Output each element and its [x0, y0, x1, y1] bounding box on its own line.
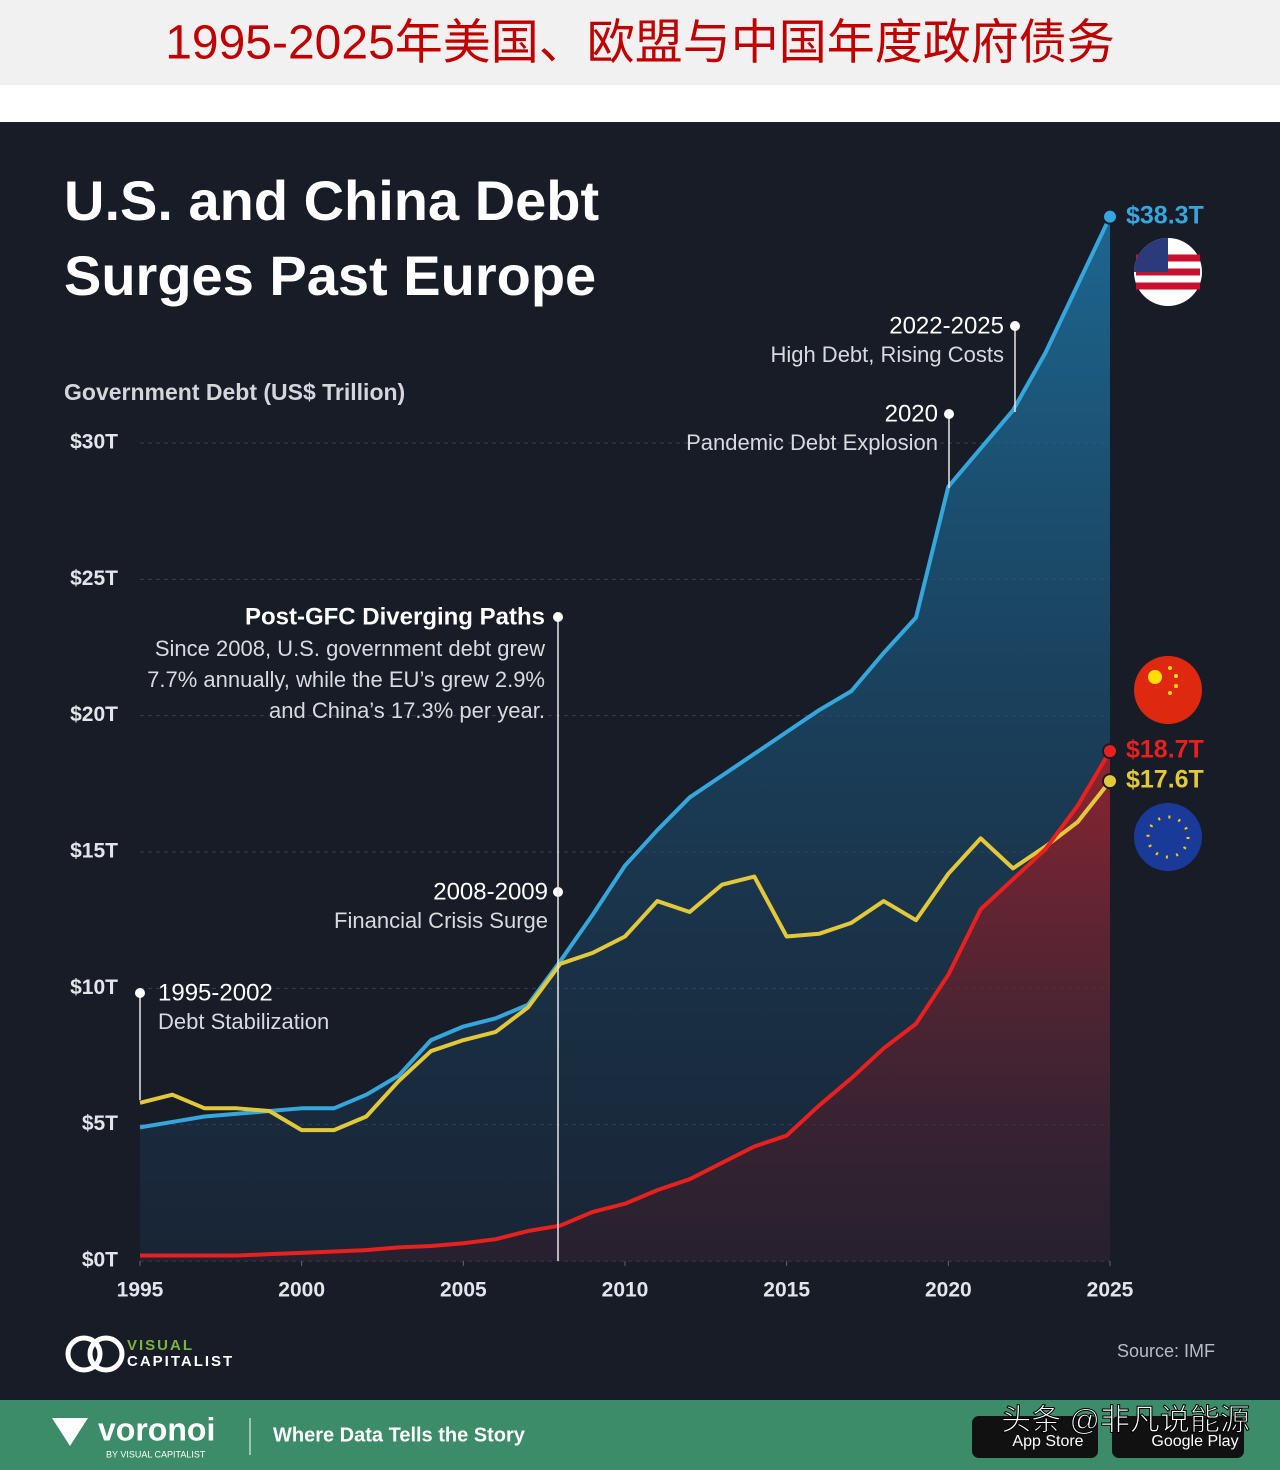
area [140, 751, 1110, 1261]
footer-brand-sub: BY VISUAL CAPITALIST [106, 1449, 206, 1459]
annotation-dot [1010, 321, 1020, 331]
annotation-dot [135, 988, 145, 998]
source: Source: IMF [1117, 1341, 1215, 1361]
y-tick-label: $25T [70, 567, 118, 590]
plot: $0T $5T $10T $15T $20T $25T $30T 1995 2000 2005 20… [70, 201, 1204, 1301]
x-tick-label: 2005 [440, 1279, 487, 1302]
end-point [1102, 773, 1118, 790]
annotation-text: 7.7% annually, while the EU’s grew 2.9% [147, 667, 545, 692]
x-tick-label: 2020 [925, 1279, 972, 1302]
y-tick-label: $15T [70, 840, 118, 863]
value-label: $38.3T [1126, 201, 1204, 229]
footer-tagline: Where Data Tells the Story [273, 1424, 526, 1446]
x-tick-label: 2000 [278, 1279, 325, 1302]
y-tick-label: $20T [70, 703, 118, 726]
google-play-text[interactable]: Google Play [1151, 1433, 1238, 1450]
logo [65, 1335, 125, 1373]
annotation-text: High Debt, Rising Costs [770, 342, 1004, 367]
area [140, 216, 1110, 1262]
annotation-title: 2022-2025 [889, 312, 1004, 339]
line [139, 779, 1112, 1133]
annotation-title: 1995-2002 [158, 979, 273, 1006]
footer-brand: voronoi [98, 1411, 215, 1447]
app-store-text[interactable]: App Store [1012, 1433, 1083, 1450]
y-tick-label: $5T [82, 1112, 118, 1135]
annotation-dot [553, 612, 563, 622]
line [140, 750, 1112, 1258]
x-tick-label: 2015 [763, 1279, 810, 1302]
flag-us [1134, 238, 1202, 306]
google-play-badge[interactable] [1112, 1416, 1244, 1458]
y-axis-label: Government Debt (US$ Trillion) [64, 379, 405, 405]
logo-text: CAPITALIST [127, 1353, 234, 1370]
y-tick-label: $30T [70, 431, 118, 454]
y-tick-label: $0T [82, 1249, 118, 1272]
y-tick-label: $10T [70, 976, 118, 999]
end-point [1102, 743, 1118, 760]
banner [0, 0, 1280, 85]
annotation-text: and China’s 17.3% per year. [269, 698, 545, 723]
end-point [1102, 208, 1118, 225]
value-label: $18.7T [1126, 736, 1204, 764]
annotation-text: Financial Crisis Surge [334, 908, 548, 933]
chart-title: U.S. and China Debt [64, 169, 599, 232]
x-tick-label: 2010 [602, 1279, 649, 1302]
voronoi-icon [52, 1418, 88, 1446]
logo-text: VISUAL [127, 1337, 194, 1354]
annotation-title: 2008-2009 [433, 878, 548, 905]
annotation-text: Pandemic Debt Explosion [686, 430, 938, 455]
annotation-title: 2020 [885, 400, 938, 427]
annotation-text: Debt Stabilization [158, 1009, 329, 1034]
chart-title: Surges Past Europe [64, 244, 596, 307]
app-store-badge[interactable] [972, 1416, 1098, 1458]
flag-eu [1134, 803, 1202, 871]
value-label: $17.6T [1126, 766, 1204, 794]
banner-title: 1995-2025年美国、欧盟与中国年度政府债务 [165, 17, 1115, 70]
x-tick-label: 2025 [1087, 1279, 1134, 1302]
annotation-text: Since 2008, U.S. government debt grew [155, 636, 545, 661]
annotation-dot [944, 409, 954, 419]
annotation-title: Post-GFC Diverging Paths [245, 603, 545, 630]
flag-china [1134, 656, 1202, 724]
x-tick-label: 1995 [117, 1279, 164, 1302]
watermark: 头条 @非凡说能源 [1001, 1404, 1250, 1437]
